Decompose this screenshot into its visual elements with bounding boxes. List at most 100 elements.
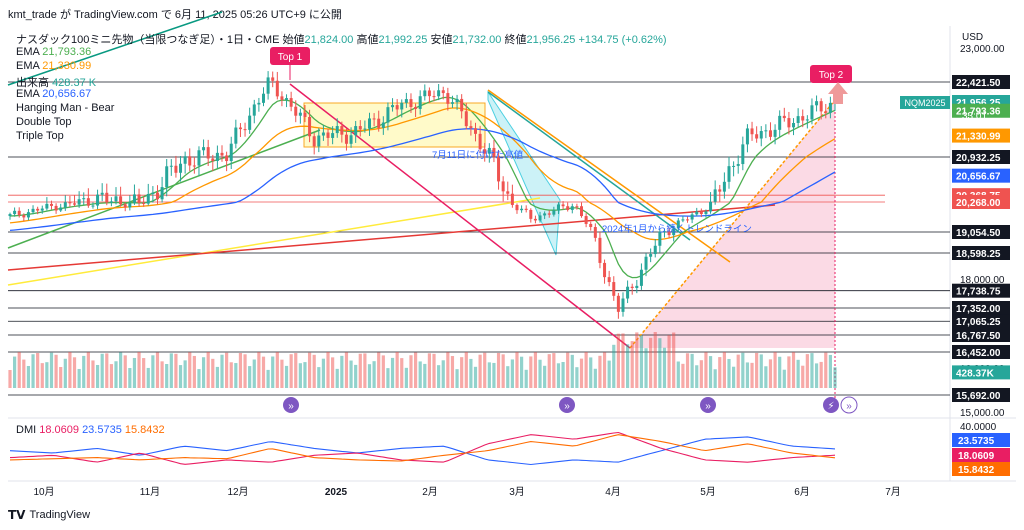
volume-bar [556,363,561,388]
candle-body [824,111,828,113]
dmi-minus-line[interactable] [9,431,836,465]
candle-body [280,96,284,100]
legend-volume[interactable]: 出来高 428.37 K [16,74,96,90]
price-badge: 20,932.25 [952,150,1010,164]
candle-body [418,96,422,109]
volume-bar [787,356,791,388]
dmi-plus-line[interactable] [9,436,836,466]
volume-bar [326,352,330,388]
candle-body [768,130,772,137]
volume-bar [621,333,625,388]
price-badge: 17,352.00 [952,301,1010,315]
candle-body [653,245,657,255]
candle-body [709,201,713,212]
price-badge-label: 15,692.00 [956,391,1001,402]
legend-ema3[interactable]: EMA 20,656.67 [16,88,91,100]
top1-callout[interactable]: Top 1 [270,47,310,80]
candle-body [197,150,201,166]
candle-body [626,286,630,299]
volume-bar [699,360,703,388]
price-badge-label: 428.37K [956,368,995,379]
trendline-magenta[interactable] [289,83,631,349]
legend-ema2[interactable]: EMA 21,330.99 [16,60,91,72]
volume-bars [8,332,837,388]
candle-body [782,115,786,119]
top2-callout[interactable]: Top 2 [810,65,852,104]
candle-body [275,80,279,97]
volume-bar [321,358,326,388]
candle-body [215,152,219,161]
level-lines [8,81,950,396]
trendline-teal-down[interactable] [487,91,691,241]
legend-title-row: ナスダック100ミニ先物（当限つなぎ足）・1日・CME 始値21,824.00 … [16,31,667,47]
candle-body [658,231,662,246]
candle-body [123,204,127,208]
event-icon-4[interactable]: » [840,396,858,414]
trendline-orange-up[interactable] [629,99,836,349]
legend-pattern3[interactable]: Triple Top [16,130,64,142]
volume-bar [344,352,349,388]
lightning-icon[interactable]: ⚡ [823,397,839,413]
candle-body [367,118,371,129]
trendline-green[interactable] [7,11,223,86]
price-badge-label: 20,656.67 [956,172,1001,183]
volume-bar [400,358,404,388]
volume-bar [165,364,169,388]
event-icon-2[interactable]: » [559,397,575,413]
volume-bar [307,352,312,388]
volume-bar [312,354,316,388]
event-icon-3[interactable]: » [700,397,716,413]
legend-pattern2[interactable]: Double Top [16,116,72,128]
volume-bar [409,355,413,388]
volume-bar [685,353,690,388]
trendline-green-2[interactable] [7,129,321,249]
volume-bar [169,353,173,388]
ema-mid-line[interactable] [9,107,836,241]
volume-bar [483,352,487,388]
event-icon-1[interactable]: » [283,397,299,413]
candle-body [54,205,58,211]
dmi-legend[interactable]: DMI 18.0609 23.5735 15.8432 [16,424,165,436]
trendline-yellow[interactable] [7,197,541,286]
candle-body [635,285,639,288]
candle-body [381,122,385,128]
low-label: 安値 [430,34,453,46]
time-tick: 4月 [605,486,621,498]
volume-bar [128,368,132,388]
volume-bar [427,353,432,388]
tradingview-logo[interactable]: 𝗧𝗩 TradingView [8,508,90,522]
volume-value: 428.37 K [52,77,97,89]
change-value: +134.75 (+0.62%) [578,34,667,46]
dmi-adx-line[interactable] [9,434,836,462]
volume-bar [801,365,805,388]
candle-body [487,147,491,154]
dmi-axis-top: 40.0000 [960,422,997,433]
candle-body [524,208,528,210]
volume-bar [211,358,215,388]
candle-body [303,112,307,118]
time-tick: 2025 [325,487,348,498]
candle-body [179,163,183,173]
dmi-plus-value: 23.5735 [82,424,122,436]
legend-pattern1[interactable]: Hanging Man - Bear [16,102,115,114]
volume-bar [519,356,524,388]
candle-body [96,194,100,206]
trendline-orange-down[interactable] [487,89,731,263]
volume-bar [492,362,496,388]
volume-bar [759,354,763,388]
volume-bar [294,353,298,388]
candle-body [391,105,395,108]
volume-bar [275,352,279,388]
candle-body [354,126,358,136]
candle-body [630,286,634,288]
volume-bar [552,353,556,388]
trendline-red[interactable] [7,204,776,271]
candle-body [474,128,478,134]
high-label: 高値 [356,34,379,46]
publisher-header: kmt_trade が TradingView.com で 6月 11, 202… [8,9,342,21]
ema-slow-line[interactable] [9,128,836,232]
high-value: 21,992.25 [378,34,428,46]
legend-ema1[interactable]: EMA 21,793.36 [16,46,91,58]
volume-bar [570,354,574,388]
